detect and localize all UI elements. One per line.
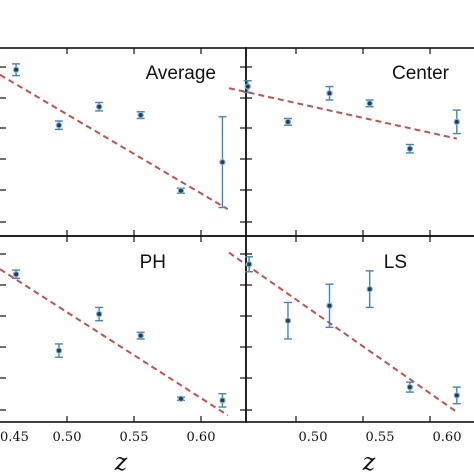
data-point [177,395,185,402]
data-point [326,90,333,97]
panel-title: PH [140,252,166,273]
axis-ticks [0,48,431,422]
panel-title: LS [384,252,407,273]
x-tick-label: 0.60 [433,430,462,445]
panel-average: Average [0,47,247,237]
data-point [219,158,226,166]
data-point [453,392,460,399]
x-axis-label-left: z [114,448,128,474]
data-point [177,187,185,194]
data-point [366,100,373,107]
panel-ls: LS [228,235,474,423]
data-point [406,145,414,152]
panel-title: Average [146,63,216,84]
data-point [284,118,292,126]
x-tick-label: 0.55 [120,430,149,445]
panel-frame [245,235,474,423]
x-tick-label: 0.55 [366,430,395,445]
data-point [326,302,333,309]
x-tick-labels: 0.45 0.50 0.55 0.60 0.50 0.55 0.60 [0,430,461,445]
data-point [95,310,103,318]
data-point [219,397,226,404]
data-point [55,347,63,354]
data-point [366,285,373,293]
data-point [12,271,20,278]
data-point [137,332,144,339]
panel-ph: PH [0,235,247,423]
data-point [453,118,460,126]
fit-line [228,87,458,140]
x-tick-label: 0.60 [187,430,216,445]
data-point [95,103,103,110]
panel-frame [0,235,247,423]
fit-line [0,268,229,417]
data-point [244,83,251,90]
panel-title: Center [392,63,450,84]
x-tick-label: 0.50 [299,430,328,445]
data-point [137,111,144,119]
x-tick-label: 0.50 [53,430,82,445]
data-point [12,66,20,73]
fit-line [0,73,229,211]
data-point [245,261,253,268]
panel-center: Center [228,47,474,237]
fit-line [228,251,458,413]
data-point [55,121,63,129]
x-tick-label: 0.45 [0,430,29,445]
data-point [284,317,292,324]
data-point [406,383,414,391]
x-axis-label-right: z [362,448,376,474]
